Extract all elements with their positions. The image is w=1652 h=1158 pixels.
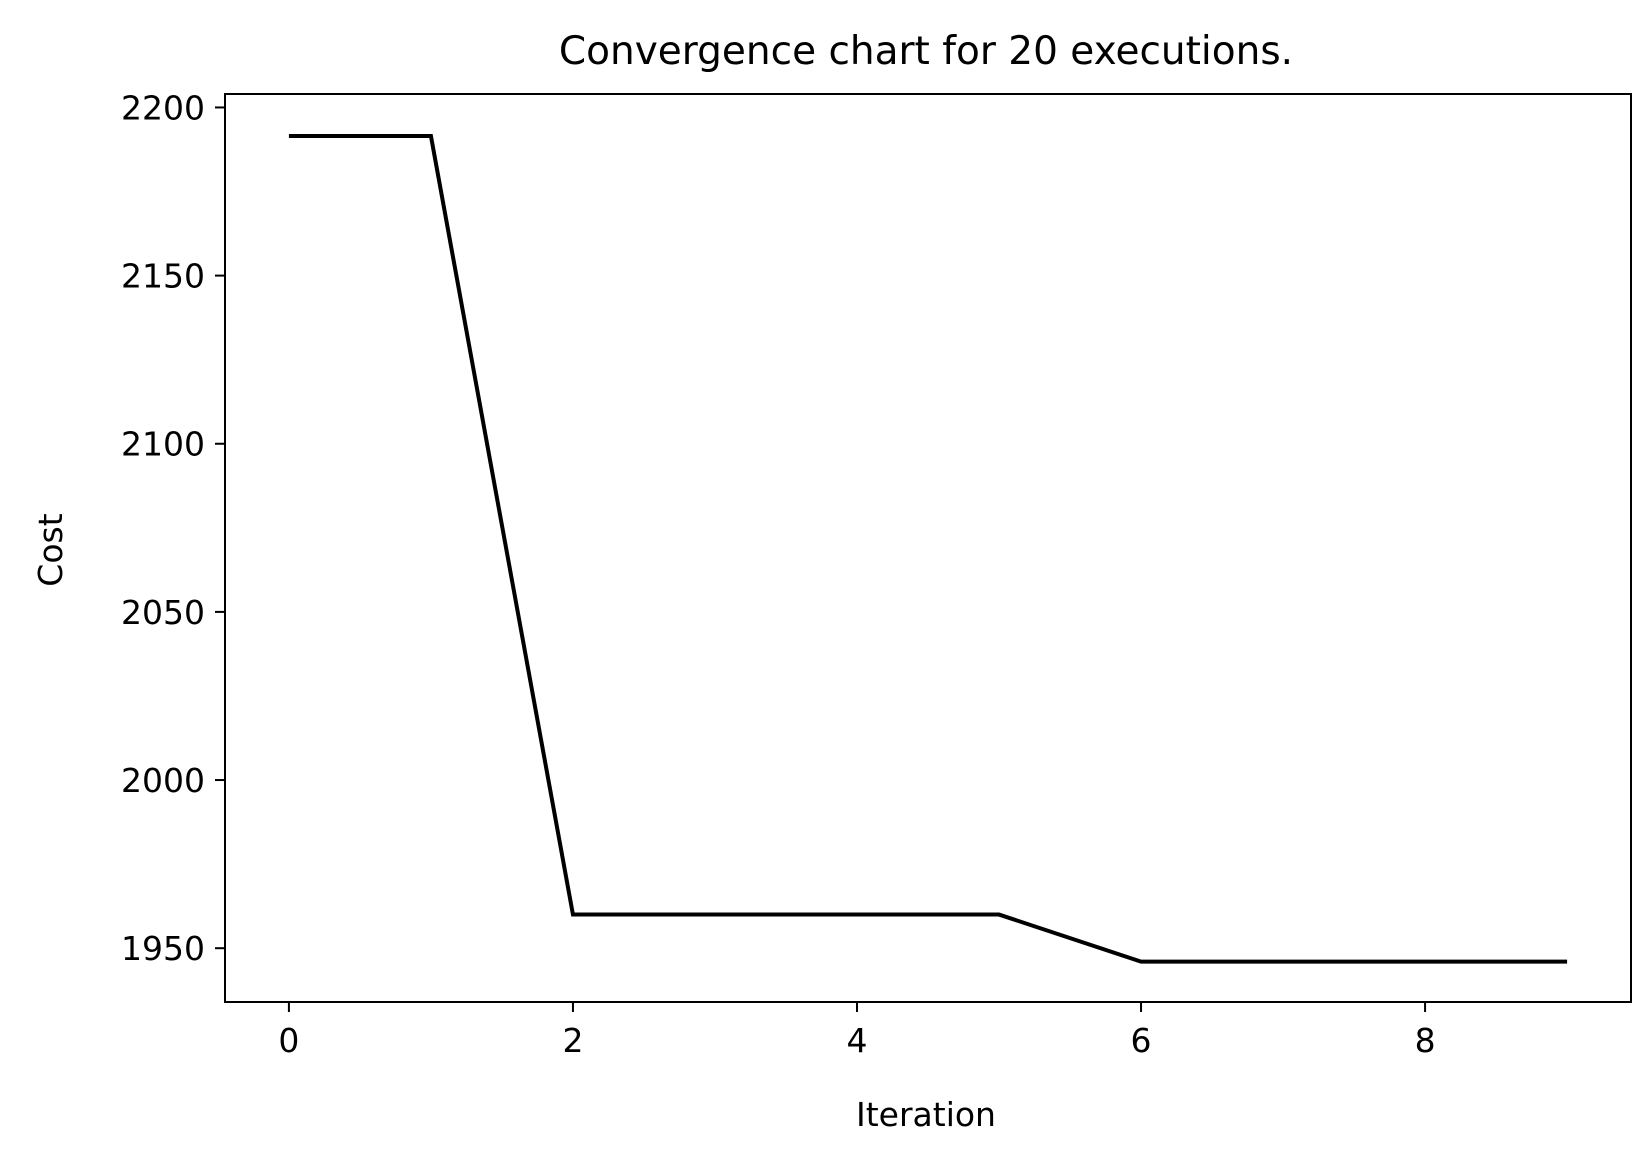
y-axis: 1950 2000 2050 2100 2150 2200: [121, 88, 225, 968]
x-tick-label-0: 0: [278, 1021, 299, 1060]
y-axis-label: Cost: [31, 513, 70, 586]
x-tick-label-6: 6: [1131, 1021, 1152, 1060]
y-tick-label-1950: 1950: [121, 929, 205, 968]
y-tick-label-2200: 2200: [121, 88, 205, 127]
x-tick-label-4: 4: [846, 1021, 867, 1060]
x-axis: 0 2 4 6 8: [278, 1002, 1436, 1060]
plot-frame: [224, 93, 1632, 1003]
y-tick-label-2000: 2000: [121, 761, 205, 800]
y-tick-label-2150: 2150: [121, 257, 205, 296]
x-axis-label: Iteration: [856, 1095, 996, 1134]
plot-area: [288, 134, 1568, 964]
y-tick-label-2050: 2050: [121, 593, 205, 632]
x-tick-label-2: 2: [562, 1021, 583, 1060]
chart-title: Convergence chart for 20 executions.: [559, 29, 1293, 74]
y-tick-label-2100: 2100: [121, 425, 205, 464]
x-tick-label-8: 8: [1415, 1021, 1436, 1060]
series-line-0: [288, 134, 1568, 964]
